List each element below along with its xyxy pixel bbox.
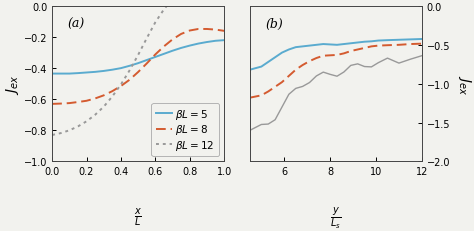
Legend: $\beta L =5$, $\beta L =8$, $\beta L= 12$: $\beta L =5$, $\beta L =8$, $\beta L= 12… xyxy=(152,103,219,157)
Text: (a): (a) xyxy=(68,18,85,31)
Text: $\frac{y}{L_s}$: $\frac{y}{L_s}$ xyxy=(330,205,341,231)
Y-axis label: $J_{ex}$: $J_{ex}$ xyxy=(4,74,21,94)
Y-axis label: $J_{ex}$: $J_{ex}$ xyxy=(456,74,473,94)
Text: (b): (b) xyxy=(265,18,283,31)
Text: $\frac{x}{L}$: $\frac{x}{L}$ xyxy=(134,205,142,227)
